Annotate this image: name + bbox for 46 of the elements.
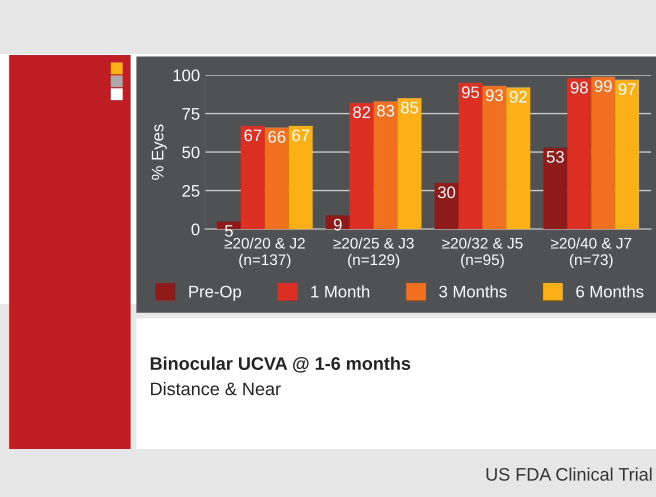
x-tick-label: ≥20/20 & J2 (n=137) [224,237,305,268]
bar [506,87,530,230]
data-label: 83 [377,104,394,117]
data-label: 53 [546,150,564,163]
bar [240,126,265,230]
y-tick-label: 100 [174,69,200,82]
bar [350,102,374,230]
y-tick-label: 25 [182,185,200,197]
legend-label: 3 Months [439,285,507,298]
legend-label: 6 Months [576,285,644,298]
data-label: 92 [510,90,527,103]
bar [615,80,640,230]
bar [482,86,506,230]
data-label: 97 [618,83,636,95]
data-label: 30 [438,186,456,198]
data-label: 95 [462,86,480,98]
bar [591,76,616,230]
legend-label: Pre-Op [189,286,241,301]
bar [543,147,568,230]
bar [264,127,289,230]
data-label: 66 [268,130,286,143]
data-label: 99 [594,80,612,92]
bar [434,182,459,230]
data-label: 9 [334,218,342,231]
text: Distance & Near [151,382,281,396]
x-tick-label: ≥20/32 & J5 (n=95) [442,237,523,268]
data-label: 67 [244,129,262,142]
x-tick-label: ≥20/25 & J3 (n=129) [333,237,414,268]
y-tick-label: 0 [192,224,200,236]
legend-label: 1 Month [311,285,370,298]
x-tick-label: ≥20/40 & J7 (n=73) [551,237,632,268]
data-label: 93 [486,89,503,102]
y-tick-label: 75 [182,108,200,120]
text: Binocular UCVA @ 1-6 months [150,356,410,373]
data-label: 98 [570,82,588,94]
bar [458,82,482,230]
text: US FDA Clinical Trial [486,468,652,481]
data-label: 85 [401,102,418,114]
bar [374,101,398,230]
y-tick-label: 50 [182,146,200,158]
data-label: 67 [292,129,310,142]
bar [398,98,422,230]
bar [567,78,592,230]
data-label: 82 [353,106,370,118]
bar [288,126,313,230]
y-axis-title: % Eyes [152,124,167,180]
